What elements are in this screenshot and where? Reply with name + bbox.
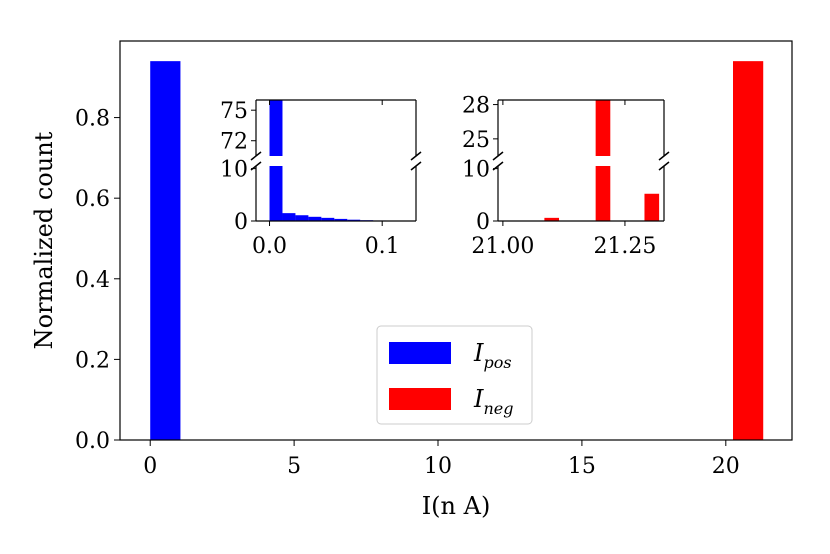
inset-left: 0.0 0.1 72 75 0 10 [220, 99, 422, 259]
inset-left-bar-lower [295, 215, 309, 221]
x-tick-label: 15 [568, 454, 596, 479]
legend: Ipos Ineg [376, 325, 533, 425]
inset-left-break-mark [410, 151, 422, 161]
inset-left-bar-lower [347, 219, 361, 221]
inset-left-lower-y-tick-label: 10 [220, 158, 248, 183]
inset-right: 21.00 21.25 25 28 0 10 [462, 94, 670, 259]
inset-right-upper-y-tick-label: 28 [462, 94, 490, 119]
inset-right-x-tick-label: 21.00 [471, 234, 534, 259]
inset-left-bar-lower [308, 216, 322, 221]
x-tick-label: 5 [287, 454, 301, 479]
inset-left-break-mark [250, 151, 262, 161]
inset-left-bar-lower [282, 213, 296, 221]
inset-right-lower-y-tick-label: 10 [462, 158, 490, 183]
inset-left-break-mark [410, 161, 422, 171]
y-tick-label: 0.2 [75, 348, 110, 373]
y-tick-label: 0.6 [75, 187, 110, 212]
inset-right-upper-y-tick-label: 25 [462, 128, 490, 153]
x-tick-label: 10 [424, 454, 452, 479]
inset-right-bar-lower [544, 217, 560, 221]
legend-label-ipos: Ipos [473, 339, 512, 372]
legend-label-ineg: Ineg [473, 385, 514, 418]
inset-right-bar-upper [595, 100, 611, 156]
inset-left-bar-lower [334, 218, 348, 221]
x-tick-label: 0 [143, 454, 157, 479]
inset-right-bar-lower [595, 166, 611, 221]
legend-swatch-ineg [389, 388, 451, 410]
inset-right-x-tick-label: 21.25 [593, 234, 656, 259]
inset-right-break-mark [658, 151, 670, 161]
bar-ineg [733, 61, 764, 440]
bar-ipos [150, 61, 181, 440]
x-axis-title: I(n A) [422, 492, 491, 520]
inset-right-break-mark [492, 151, 504, 161]
legend-swatch-ipos [389, 342, 451, 364]
x-tick-label: 20 [712, 454, 740, 479]
y-tick-label: 0.8 [75, 107, 110, 132]
inset-right-lower-y-tick-label: 0 [476, 210, 490, 235]
inset-left-x-tick-label: 0.0 [252, 234, 287, 259]
inset-left-bar-lower [269, 166, 283, 221]
inset-right-bar-lower [644, 193, 660, 221]
inset-left-x-tick-label: 0.1 [365, 234, 400, 259]
inset-left-bar-lower [321, 217, 335, 221]
inset-left-bar-upper [269, 100, 283, 156]
inset-left-lower-y-tick-label: 0 [234, 210, 248, 235]
inset-right-break-mark [658, 161, 670, 171]
inset-left-upper-y-tick-label: 75 [220, 99, 248, 124]
y-axis-title: Normalized count [30, 131, 58, 349]
y-tick-label: 0.0 [75, 429, 110, 454]
inset-left-upper-y-tick-label: 72 [220, 130, 248, 155]
main-plot-frame [119, 40, 793, 441]
y-tick-label: 0.4 [75, 268, 110, 293]
